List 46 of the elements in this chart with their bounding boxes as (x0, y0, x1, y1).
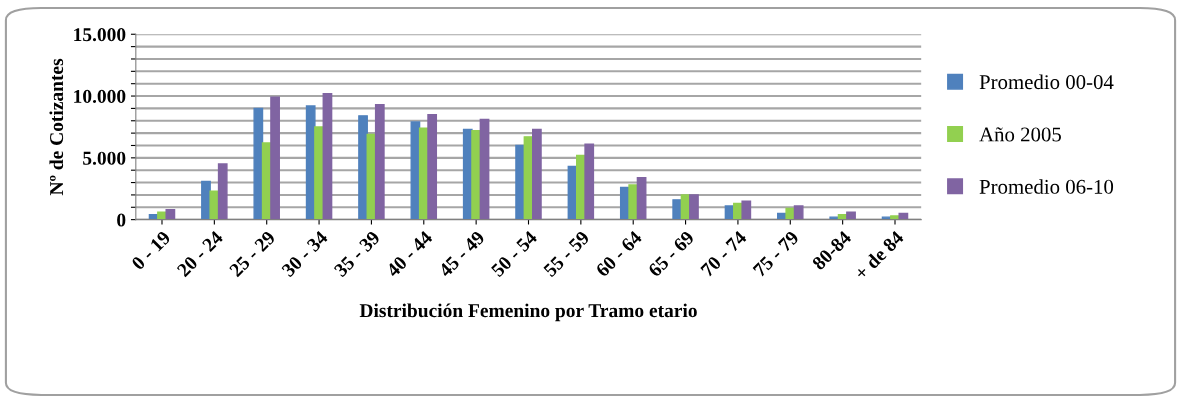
x-tick-label: 70 - 74 (700, 230, 748, 278)
x-tick-label: 65 - 69 (647, 230, 695, 278)
bar (314, 126, 324, 220)
bar (636, 176, 647, 220)
x-tick-label: 35 - 39 (333, 230, 381, 278)
bar (374, 104, 385, 220)
bar (358, 115, 368, 220)
legend-label: Promedio 00-04 (979, 74, 1114, 90)
bar (217, 163, 228, 220)
bar (846, 211, 856, 220)
bar (689, 194, 699, 220)
bar (898, 212, 909, 220)
legend-label: Promedio 06-10 (979, 179, 1114, 194)
x-axis-title: Distribución Femenino por Tramo etario (359, 303, 697, 322)
bar (479, 118, 490, 220)
bar (515, 144, 526, 220)
x-tick-label: + de 84 (853, 229, 905, 281)
bar (584, 143, 595, 220)
x-tick-label: 50 - 54 (490, 230, 538, 278)
bar (628, 184, 639, 220)
x-tick-label: 40 - 44 (385, 230, 434, 278)
bar (829, 216, 840, 220)
bar (793, 205, 804, 220)
x-tick-label: 45 - 49 (437, 230, 486, 278)
bar (270, 96, 280, 220)
bar (322, 92, 333, 220)
y-tick-label: 0 (117, 213, 126, 227)
y-tick-label: 5.000 (83, 151, 126, 165)
bar (471, 129, 482, 220)
x-tick-label: 25 - 29 (228, 230, 276, 278)
x-tick-label: 20 - 24 (176, 230, 224, 278)
bar (165, 209, 176, 220)
x-tick-label: 55 - 59 (542, 230, 591, 278)
legend-label: Año 2005 (979, 127, 1061, 142)
y-axis-title: Nº de Cotizantes (49, 58, 64, 196)
bar (253, 107, 264, 220)
bar (427, 113, 438, 220)
bar (741, 200, 752, 220)
x-tick-label: 60 - 64 (595, 230, 643, 278)
bar (531, 128, 542, 220)
x-tick-label: 0 - 19 (130, 230, 172, 271)
bar (672, 199, 683, 220)
y-tick-label: 15.000 (74, 28, 126, 42)
y-tick-label: 10.000 (74, 89, 126, 104)
x-tick-label: 75 - 79 (752, 230, 800, 278)
x-tick-label: 30 - 34 (281, 230, 329, 278)
